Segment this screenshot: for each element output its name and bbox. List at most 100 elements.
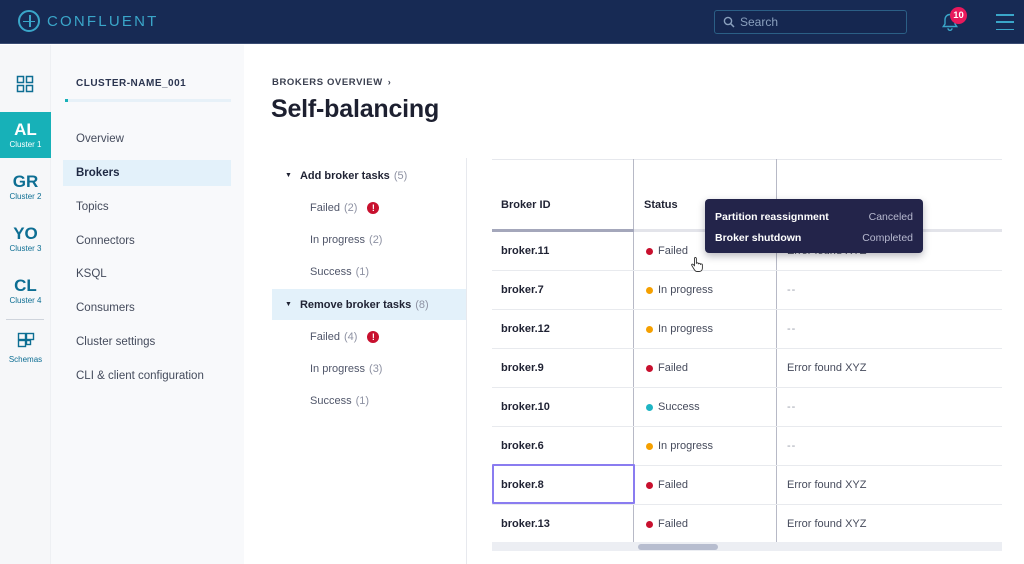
sidebar-item-cli-config[interactable]: CLI & client configuration — [76, 370, 204, 382]
status-text: In progress — [658, 323, 714, 335]
table-top-border — [492, 159, 1002, 160]
notification-badge[interactable]: 10 — [950, 7, 967, 24]
group-count: (8) — [415, 298, 429, 311]
item-label: Success — [310, 266, 352, 278]
table-row[interactable]: broker.9 Failed Error found XYZ — [492, 349, 1002, 388]
cluster-abbr: YO — [13, 223, 38, 243]
tooltip-value: Canceled — [868, 211, 913, 223]
item-label: In progress — [310, 363, 366, 375]
broker-id-cell: broker.10 — [501, 401, 550, 413]
status-success-dot-icon — [646, 403, 653, 411]
cluster-switch-2[interactable]: GR Cluster 2 — [0, 164, 51, 210]
tree-item-remove-success[interactable]: Success (1) — [310, 391, 369, 411]
search-icon — [723, 16, 735, 28]
sidebar-item-topics[interactable]: Topics — [76, 201, 109, 213]
status-tooltip: Partition reassignment Canceled Broker s… — [705, 199, 923, 253]
cluster-label: Cluster 1 — [9, 139, 42, 149]
broker-id-cell: broker.7 — [501, 284, 544, 296]
item-count: (2) — [343, 202, 358, 214]
tooltip-row: Broker shutdown Completed — [715, 228, 913, 249]
sidebar-item-connectors[interactable]: Connectors — [76, 235, 135, 247]
tree-item-add-failed[interactable]: Failed (2) ! — [310, 198, 380, 218]
message-cell: Error found XYZ — [787, 479, 867, 491]
message-cell: -- — [787, 323, 797, 335]
message-cell: -- — [787, 440, 797, 452]
status-cell: Failed — [646, 466, 688, 504]
sidebar-item-ksql[interactable]: KSQL — [76, 268, 107, 280]
broker-id-cell: broker.11 — [501, 245, 550, 257]
item-label: Failed — [310, 202, 340, 214]
horizontal-scrollbar[interactable] — [492, 542, 1002, 551]
column-divider[interactable] — [776, 159, 777, 542]
tooltip-row: Partition reassignment Canceled — [715, 207, 913, 228]
status-failed-dot-icon — [646, 364, 653, 372]
cluster-indicator-bar — [65, 99, 231, 102]
tooltip-key: Partition reassignment — [715, 211, 829, 223]
tree-group-add-broker-tasks[interactable]: ▼ Add broker tasks (5) — [272, 160, 466, 191]
broker-id-cell: broker.13 — [501, 518, 550, 530]
table-row[interactable]: broker.12 In progress -- — [492, 310, 1002, 349]
status-text: Failed — [658, 479, 688, 491]
cluster-switch-3[interactable]: YO Cluster 3 — [0, 216, 51, 262]
group-label: Add broker tasks — [299, 169, 390, 182]
confluent-logo-icon — [18, 10, 40, 32]
column-header-broker-id[interactable]: Broker ID — [501, 199, 551, 211]
cluster-switch-1[interactable]: AL Cluster 1 — [0, 112, 51, 158]
search-box[interactable] — [714, 10, 907, 34]
sidebar-item-consumers[interactable]: Consumers — [76, 302, 135, 314]
message-cell: -- — [787, 401, 797, 413]
status-cell: In progress — [646, 271, 713, 309]
cluster-switch-4[interactable]: CL Cluster 4 — [0, 268, 51, 314]
top-bar: CONFLUENT 10 — [0, 0, 1024, 44]
status-cell: Failed — [646, 349, 688, 387]
tooltip-key: Broker shutdown — [715, 232, 802, 244]
confluent-logo[interactable]: CONFLUENT — [18, 10, 158, 32]
caret-down-icon: ▼ — [285, 301, 292, 308]
scrollbar-thumb[interactable] — [638, 544, 718, 550]
sidebar-item-cluster-settings[interactable]: Cluster settings — [76, 336, 156, 348]
status-cell: Failed — [646, 505, 688, 543]
table-row[interactable]: broker.10 Success -- — [492, 388, 1002, 427]
focused-cell-outline — [492, 464, 635, 504]
column-header-status[interactable]: Status — [644, 199, 678, 211]
error-alert-icon: ! — [367, 331, 380, 343]
item-count: (1) — [355, 266, 370, 278]
cluster-abbr: CL — [14, 275, 37, 295]
search-input[interactable] — [740, 15, 900, 29]
broker-id-cell: broker.6 — [501, 440, 544, 452]
table-row[interactable]: broker.7 In progress -- — [492, 271, 1002, 310]
tree-item-remove-in-progress[interactable]: In progress (3) — [310, 359, 382, 379]
group-count: (5) — [393, 169, 408, 182]
item-count: (4) — [343, 331, 358, 343]
status-text: Success — [658, 401, 700, 413]
status-text: Failed — [658, 245, 688, 257]
column-divider[interactable] — [633, 159, 634, 542]
message-cell: -- — [787, 284, 797, 296]
rail-divider — [6, 319, 44, 320]
tree-item-remove-failed[interactable]: Failed (4) ! — [310, 327, 380, 347]
schemas-button[interactable]: Schemas — [0, 332, 51, 364]
item-count: (3) — [369, 363, 383, 375]
chevron-right-icon: › — [387, 77, 392, 87]
item-count: (2) — [369, 234, 383, 246]
table-row[interactable]: broker.13 Failed Error found XYZ — [492, 505, 1002, 544]
tree-group-remove-broker-tasks[interactable]: ▼ Remove broker tasks (8) — [272, 289, 466, 320]
tree-item-add-in-progress[interactable]: In progress (2) — [310, 230, 382, 250]
dashboard-grid-icon[interactable] — [16, 75, 34, 93]
status-failed-dot-icon — [646, 481, 653, 489]
table-row[interactable]: broker.8 Failed Error found XYZ — [492, 466, 1002, 505]
tree-item-add-success[interactable]: Success (1) — [310, 262, 369, 282]
cluster-label: Cluster 2 — [9, 191, 42, 201]
item-label: Success — [310, 395, 352, 407]
table-row[interactable]: broker.6 In progress -- — [492, 427, 1002, 466]
caret-down-icon: ▼ — [285, 172, 292, 179]
cluster-sidebar: CLUSTER-NAME_001 Overview Brokers Topics… — [51, 45, 244, 564]
sidebar-item-overview[interactable]: Overview — [76, 133, 124, 145]
status-text: In progress — [658, 440, 714, 452]
hamburger-menu-icon[interactable] — [996, 13, 1014, 31]
schemas-icon — [17, 332, 34, 348]
broker-id-cell: broker.12 — [501, 323, 550, 335]
breadcrumb-link-brokers-overview[interactable]: BROKERS OVERVIEW — [272, 77, 383, 88]
sidebar-item-brokers[interactable]: Brokers — [63, 160, 231, 186]
cluster-label: Cluster 3 — [9, 243, 42, 253]
